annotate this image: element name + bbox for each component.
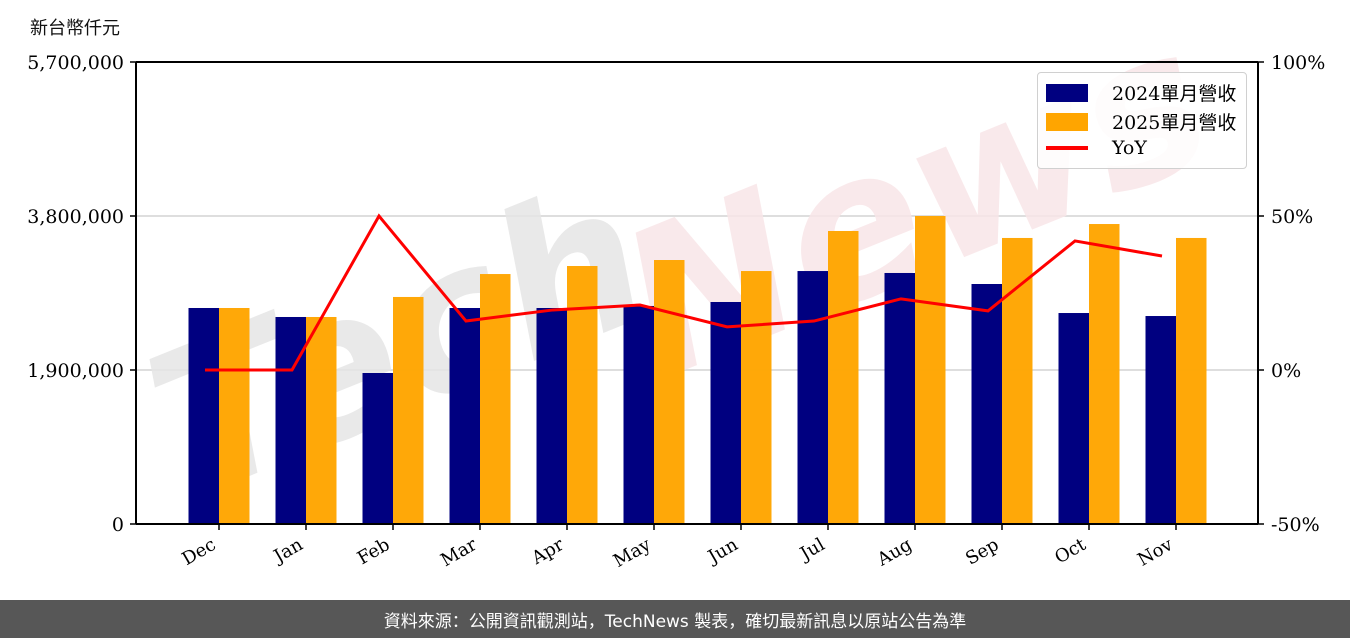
bar-2024-nov (1145, 316, 1176, 524)
legend-label-2024: 2024單月營收 (1112, 83, 1237, 105)
bar-2024-dec (188, 307, 219, 524)
legend-swatch-2024 (1046, 83, 1088, 102)
bar-2024-jul (797, 271, 828, 524)
bar-2024-sep (971, 284, 1002, 524)
y-tick-label: 5,700,000 (27, 52, 124, 74)
bar-2024-jun (710, 301, 741, 524)
y2-tick-label: 0% (1271, 360, 1301, 382)
bar-2025-feb (393, 296, 424, 524)
y2-tick-label: 100% (1271, 52, 1325, 74)
bar-2025-sep (1002, 237, 1033, 524)
legend-label-2025: 2025單月營收 (1112, 112, 1237, 134)
legend-swatch-2025 (1046, 112, 1088, 131)
bar-2025-jun (741, 271, 772, 524)
bar-2025-aug (915, 216, 946, 524)
x-tick-label-jul: Jul (795, 534, 829, 566)
legend-item-2024: 2024單月營收 (1046, 79, 1236, 106)
bar-2024-jan (275, 316, 306, 524)
x-tick-label-may: May (610, 534, 655, 572)
bar-2025-dec (219, 307, 250, 524)
source-footer-text: 資料來源：公開資訊觀測站，TechNews 製表，確切最新訊息以原站公告為準 (383, 611, 967, 632)
legend-label-yoy: YoY (1112, 137, 1147, 159)
bar-2024-may (623, 305, 654, 524)
bar-2025-may (654, 260, 685, 524)
bar-2025-apr (567, 266, 598, 524)
x-tick-label-aug: Aug (873, 534, 916, 571)
x-tick-label-mar: Mar (437, 534, 481, 571)
x-tick-label-nov: Nov (1134, 534, 1177, 571)
y-tick-label: 3,800,000 (27, 206, 124, 228)
bar-2024-aug (884, 272, 915, 524)
y-axis-unit-label: 新台幣仟元 (30, 18, 120, 39)
x-tick-label-feb: Feb (354, 534, 394, 569)
bar-2024-feb (362, 372, 393, 524)
bar-2024-mar (449, 307, 480, 524)
y-tick-label: 1,900,000 (27, 360, 124, 382)
y-tick-label: 0 (112, 514, 124, 536)
x-tick-label-sep: Sep (962, 534, 1002, 569)
x-tick-label-jan: Jan (269, 534, 307, 568)
yoy-line (205, 213, 1163, 372)
bar-2024-oct (1058, 313, 1089, 524)
revenue-chart: TechNews01,900,0003,800,0005,700,000-50%… (27, 0, 1325, 572)
y2-tick-label: 50% (1271, 206, 1313, 228)
x-tick-label-oct: Oct (1051, 534, 1090, 569)
bar-2025-jan (306, 316, 337, 524)
legend-line-yoy (1046, 146, 1088, 150)
bar-2025-nov (1176, 237, 1207, 524)
bar-2025-mar (480, 274, 511, 524)
chart-legend: 2024單月營收 2025單月營收 YoY (1037, 72, 1247, 169)
legend-item-2025: 2025單月營收 (1046, 108, 1236, 135)
x-tick-label-jun: Jun (703, 534, 742, 569)
bar-2025-jul (828, 230, 859, 524)
y2-tick-label: -50% (1271, 514, 1320, 536)
bar-2024-apr (536, 307, 567, 524)
bar-2025-oct (1089, 224, 1120, 524)
legend-item-yoy: YoY (1046, 137, 1147, 159)
x-tick-label-apr: Apr (527, 534, 567, 569)
source-footer: 資料來源：公開資訊觀測站，TechNews 製表，確切最新訊息以原站公告為準 (0, 600, 1350, 638)
